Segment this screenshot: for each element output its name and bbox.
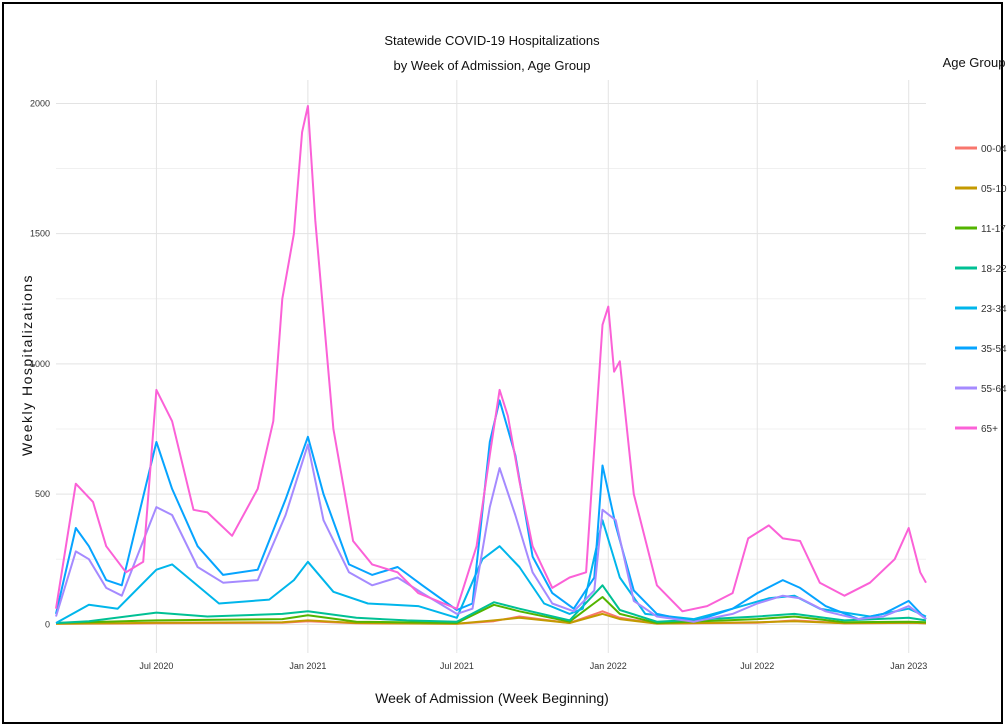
legend-label-65+: 65+: [981, 424, 998, 435]
x-tick-label: Jan 2021: [289, 661, 326, 671]
legend-label-18-22: 18-22: [981, 264, 1007, 275]
x-tick-label: Jul 2020: [139, 661, 173, 671]
x-tick-label: Jul 2021: [440, 661, 474, 671]
grid: [56, 80, 926, 653]
series-line-11-17: [55, 596, 927, 624]
x-tick-label: Jul 2022: [740, 661, 774, 671]
legend-label-55-64: 55-64: [981, 384, 1007, 395]
series-line-65+: [55, 105, 927, 613]
legend-label-11-17: 11-17: [981, 224, 1006, 235]
x-tick-label: Jan 2023: [890, 661, 927, 671]
y-tick-label: 1000: [30, 359, 50, 369]
legend-title: Age Group: [943, 55, 1006, 70]
legend-label-05-10: 05-10: [981, 184, 1007, 195]
x-axis-label: Week of Admission (Week Beginning): [375, 690, 609, 706]
legend-label-35-54: 35-54: [981, 344, 1007, 355]
x-axis-ticks: Jul 2020 Jan 2021 Jul 2021 Jan 2022 Jul 2022…: [139, 661, 927, 671]
legend-label-00-04: 00-04: [981, 144, 1007, 155]
series-line-18-22: [55, 584, 927, 624]
series-line-55-64: [55, 443, 927, 623]
chart-subtitle: by Week of Admission, Age Group: [393, 58, 590, 73]
legend: 00-04 05-10 11-17 18-22 23-34 35-54 55-64 65+: [955, 144, 1007, 435]
y-tick-label: 2000: [30, 98, 50, 108]
y-tick-label: 500: [35, 489, 50, 499]
legend-label-23-34: 23-34: [981, 304, 1007, 315]
chart-title: Statewide COVID-19 Hospitalizations: [384, 33, 600, 48]
y-tick-label: 1500: [30, 229, 50, 239]
y-axis-ticks: 0 500 1000 1500 2000: [30, 98, 50, 629]
x-tick-label: Jan 2022: [590, 661, 627, 671]
series-lines: [55, 105, 927, 625]
series-line-05-10: [55, 612, 927, 625]
plot-area: [56, 80, 926, 653]
y-axis-label: Weekly Hospitalizations: [19, 274, 35, 456]
y-tick-label: 0: [45, 619, 50, 629]
